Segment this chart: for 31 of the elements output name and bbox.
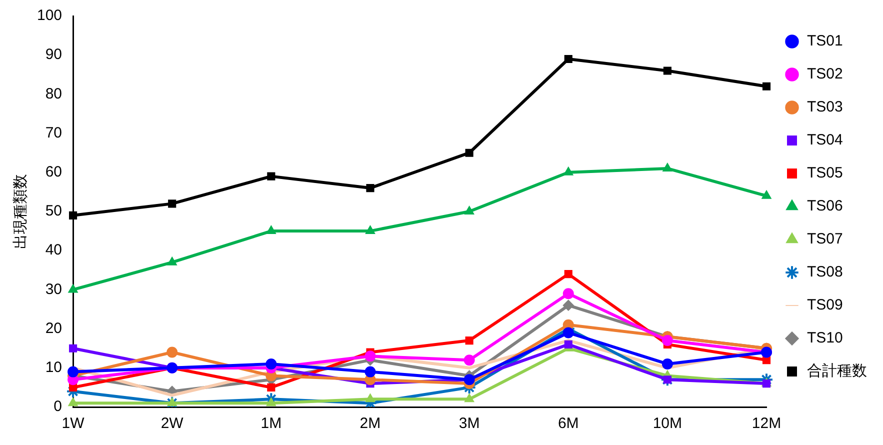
x-tick-label: 10M xyxy=(652,415,682,432)
y-tick-label: 40 xyxy=(45,242,62,259)
y-axis-title: 出現種類数 xyxy=(10,174,29,249)
legend-label: TS06 xyxy=(807,198,843,215)
y-tick-label: 0 xyxy=(54,398,62,416)
legend-label: TS08 xyxy=(807,264,843,281)
y-tick-label: 60 xyxy=(45,164,62,181)
legend-label: TS05 xyxy=(807,164,843,182)
legend-label: TS10 xyxy=(807,330,843,347)
y-tick-label: 30 xyxy=(45,280,62,298)
y-tick-label: 90 xyxy=(45,46,62,64)
legend-label: TS02 xyxy=(807,66,843,83)
x-tick-label: 2M xyxy=(360,415,381,432)
legend-label: TS03 xyxy=(807,98,843,116)
y-tick-label: 80 xyxy=(45,85,62,102)
x-tick-label: 1M xyxy=(260,415,282,432)
x-tick-label: 2W xyxy=(160,415,184,432)
x-tick-label: 6M xyxy=(558,415,579,432)
y-tick-label: 100 xyxy=(36,7,62,24)
x-tick-label: 3M xyxy=(458,415,480,432)
x-tick-label: 12M xyxy=(752,415,782,432)
legend-label: TS07 xyxy=(807,230,843,248)
y-tick-label: 70 xyxy=(45,124,62,142)
x-tick-label: 1W xyxy=(62,415,86,432)
y-tick-label: 10 xyxy=(45,359,62,376)
legend-label: TS01 xyxy=(807,32,843,50)
legend-label: TS04 xyxy=(807,132,843,149)
y-tick-label: 20 xyxy=(45,320,62,337)
legend-label: 合計種数 xyxy=(807,362,867,380)
legend-label: TS09 xyxy=(807,296,843,314)
y-tick-label: 50 xyxy=(45,202,62,220)
